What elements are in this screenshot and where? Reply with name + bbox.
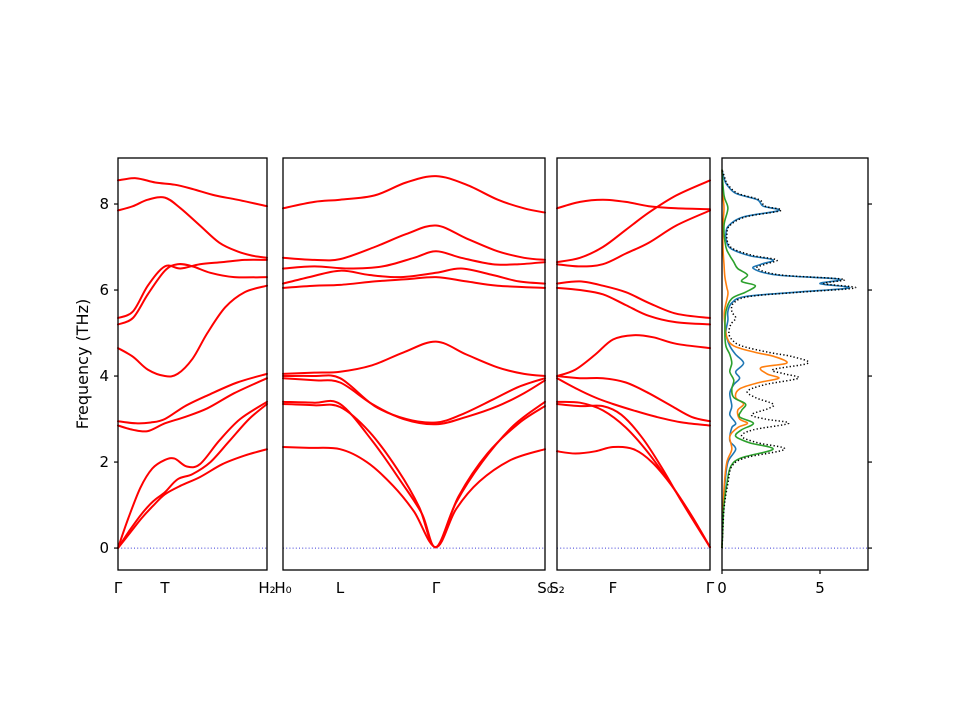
phonon-band-curve: [556, 280, 711, 319]
panel-frame: [721, 157, 869, 571]
phonon-band-curve: [282, 446, 546, 549]
partial-dos-1-curve: [721, 169, 851, 549]
phonon-band-curve: [556, 402, 711, 549]
x-point-label: H₀: [274, 579, 291, 597]
x-tick-label: 5: [815, 579, 825, 597]
phonon-band-curve: [117, 263, 268, 326]
y-tick-label: 4: [99, 367, 109, 385]
phonon-band-curve: [556, 198, 711, 211]
phonon-band-curve: [117, 377, 268, 433]
panel-frame: [282, 157, 546, 571]
phonon-band-curve: [556, 400, 711, 549]
phonon-band-curve: [117, 403, 268, 550]
y-tick-label: 6: [99, 281, 109, 299]
phonon-band-curve: [282, 377, 546, 426]
phonon-band-curve: [282, 374, 546, 424]
y-axis-label: Frequency (THz): [73, 299, 92, 429]
panel-frame: [117, 157, 268, 571]
phonon-band-curve: [282, 399, 546, 549]
y-tick-label: 8: [99, 195, 109, 213]
phonon-band-curve: [556, 209, 711, 268]
phonon-band-curve: [282, 402, 546, 549]
x-point-label: T: [159, 579, 170, 597]
phonon-band-curve: [556, 375, 711, 423]
phonon-band-curve: [117, 196, 268, 259]
x-point-label: Γ: [706, 579, 715, 597]
y-tick-label: 2: [99, 453, 109, 471]
phonon-band-curve: [556, 286, 711, 326]
x-point-label: S₀: [537, 579, 553, 597]
phonon-band-curve: [117, 372, 268, 425]
x-point-label: S₂: [549, 579, 565, 597]
phonon-band-curve: [556, 179, 711, 264]
phonon-band-curve: [117, 284, 268, 378]
phonon-band-curve: [117, 448, 268, 550]
phonon-band-curve: [556, 445, 711, 549]
phonon-band-curve: [282, 175, 546, 214]
x-point-label: F: [609, 579, 618, 597]
x-point-label: Γ: [114, 579, 123, 597]
x-point-label: Γ: [432, 579, 441, 597]
phonon-band-curve: [282, 276, 546, 289]
x-point-label: H₂: [258, 579, 275, 597]
phonon-band-curve: [282, 340, 546, 377]
panel-frame: [556, 157, 711, 571]
phonon-band-curve: [117, 400, 268, 550]
partial-dos-3-curve: [721, 169, 774, 549]
phonon-band-curve: [556, 377, 711, 427]
phonon-band-curve: [117, 177, 268, 208]
phonon-band-curve: [282, 250, 546, 270]
y-tick-label: 0: [99, 539, 109, 557]
phonon-band-curve: [117, 258, 268, 319]
phonon-band-curve: [282, 224, 546, 262]
total-dos-curve: [721, 169, 857, 549]
phonon-band-curve: [282, 267, 546, 285]
partial-dos-2-curve: [721, 169, 788, 549]
x-tick-label: 0: [717, 579, 727, 597]
phonon-band-curve: [556, 334, 711, 378]
x-point-label: L: [336, 579, 345, 597]
